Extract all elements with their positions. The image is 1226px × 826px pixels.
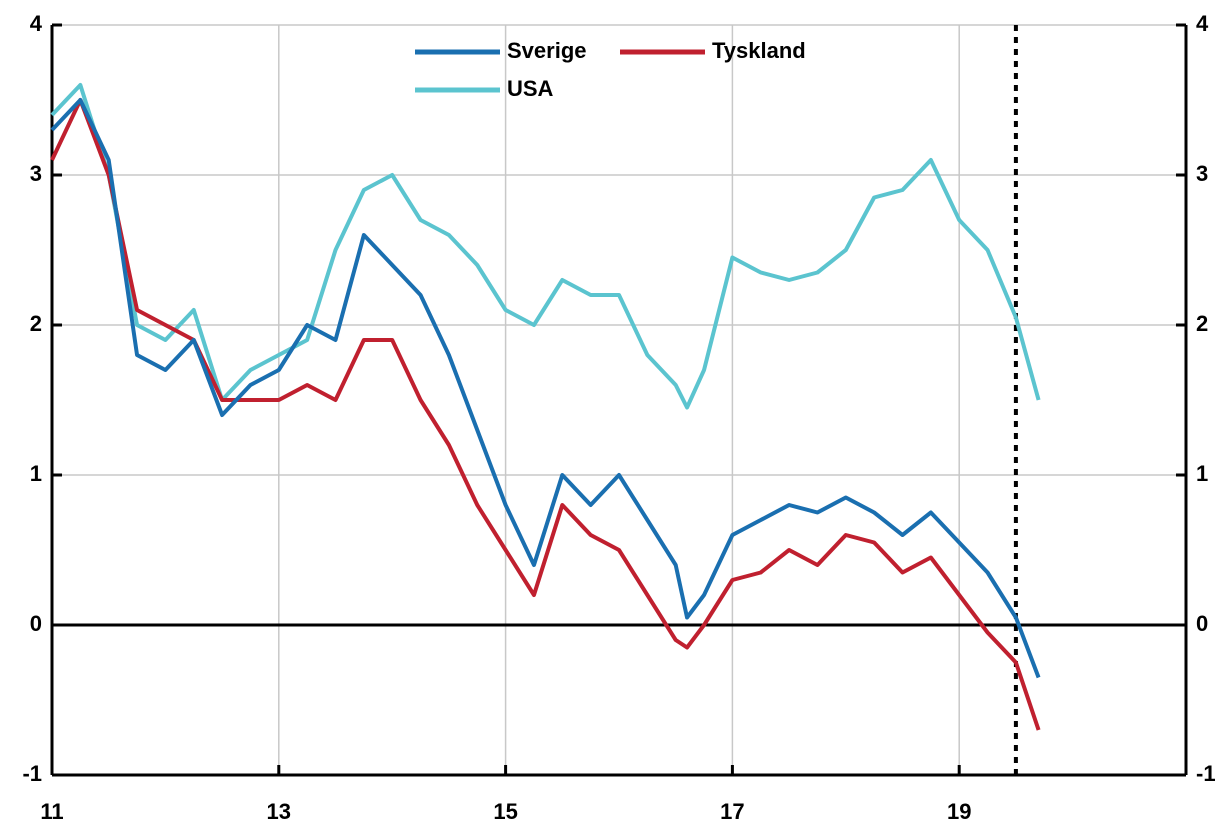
x-tick-label: 19 xyxy=(947,799,971,824)
y2-tick-label: 0 xyxy=(1196,611,1208,636)
y2-tick-label: 2 xyxy=(1196,311,1208,336)
y-tick-label: 1 xyxy=(30,461,42,486)
y-tick-label: -1 xyxy=(22,761,42,786)
x-tick-label: 13 xyxy=(267,799,291,824)
series-line xyxy=(50,98,1041,731)
x-tick-label: 11 xyxy=(40,799,63,824)
legend-label: Tyskland xyxy=(712,38,806,63)
x-tick-label: 17 xyxy=(720,799,744,824)
series-line xyxy=(50,98,1041,679)
y2-tick-label: 4 xyxy=(1196,11,1209,36)
y2-tick-label: -1 xyxy=(1196,761,1216,786)
y-tick-label: 3 xyxy=(30,161,42,186)
y-tick-label: 4 xyxy=(30,11,43,36)
x-tick-label: 15 xyxy=(493,799,517,824)
y2-tick-label: 3 xyxy=(1196,161,1208,186)
y2-tick-label: 1 xyxy=(1196,461,1208,486)
legend-label: Sverige xyxy=(507,38,587,63)
y-tick-label: 0 xyxy=(30,611,42,636)
y-tick-label: 2 xyxy=(30,311,42,336)
legend-label: USA xyxy=(507,76,554,101)
